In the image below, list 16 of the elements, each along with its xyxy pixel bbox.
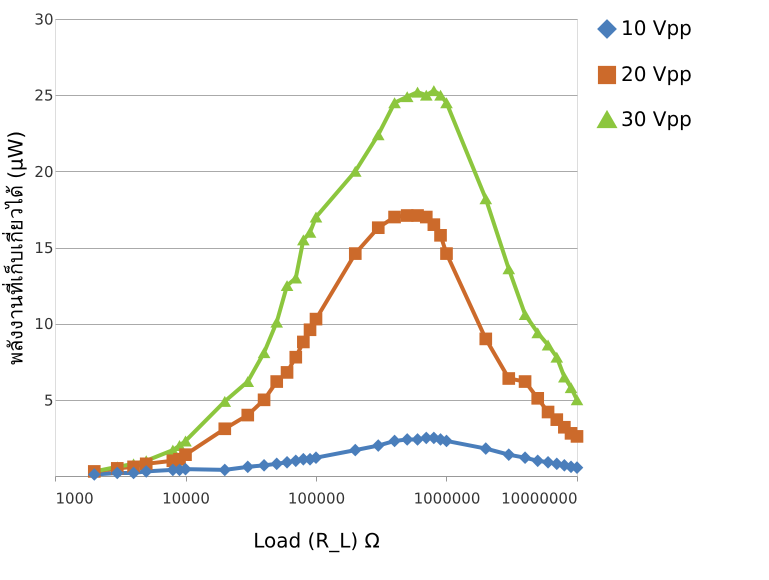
x-tick-label: 1000 (56, 490, 94, 508)
legend-label: 10 Vpp (621, 16, 692, 40)
y-tick-label: 15 (34, 239, 54, 257)
legend-label: 20 Vpp (621, 62, 692, 86)
y-tick-label: 5 (44, 391, 54, 410)
legend-label: 30 Vpp (621, 107, 692, 131)
x-tick-label: 10000000 (501, 490, 578, 508)
y-tick-label: 10 (34, 315, 54, 334)
x-axis-title: Load (R_L) Ω (253, 528, 380, 552)
y-axis-title: พลังงานที่เก็บเกี่ยวได้ (μW) (1, 130, 28, 366)
y-tick-label: 30 (34, 10, 54, 28)
y-tick-label: 25 (34, 86, 54, 105)
y-tick-label: 20 (34, 162, 54, 181)
x-tick-label: 10000 (162, 490, 210, 508)
x-tick-label: 100000 (288, 490, 346, 508)
x-tick-label: 1000000 (414, 490, 480, 508)
